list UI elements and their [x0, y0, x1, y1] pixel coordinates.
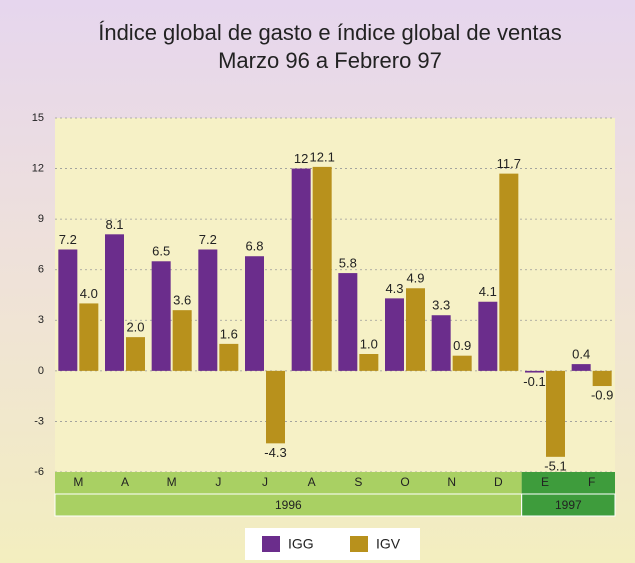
data-label: -4.3: [264, 445, 286, 460]
category-band: [521, 472, 615, 494]
x-tick-label: E: [541, 475, 549, 489]
data-label: -0.1: [523, 374, 545, 389]
data-label: 3.3: [432, 298, 450, 313]
chart-title: Índice global de gasto e índice global d…: [98, 20, 562, 45]
legend-swatch: [350, 536, 368, 552]
bar: [406, 288, 425, 371]
data-label: 4.9: [406, 271, 424, 286]
data-label: 7.2: [59, 232, 77, 247]
y-tick-label: 3: [38, 314, 44, 326]
y-tick-label: 0: [38, 365, 44, 377]
x-tick-label: J: [215, 475, 221, 489]
data-label: 0.4: [572, 347, 590, 362]
y-tick-label: -3: [34, 415, 44, 427]
year-label: 1997: [555, 498, 582, 512]
bar: [525, 370, 544, 373]
x-tick-label: N: [447, 475, 456, 489]
data-label: 12: [294, 151, 308, 166]
bar: [266, 370, 285, 444]
bar: [291, 168, 311, 371]
bar: [79, 303, 99, 371]
bar: [172, 310, 192, 371]
bar: [105, 234, 124, 371]
y-tick-label: 12: [32, 162, 44, 174]
bar: [126, 337, 145, 371]
x-tick-label: F: [588, 475, 595, 489]
y-tick-label: -6: [34, 466, 44, 478]
data-label: 6.8: [245, 239, 263, 254]
bar: [198, 249, 218, 371]
y-tick-label: 15: [32, 112, 44, 124]
data-label: 4.1: [479, 284, 497, 299]
bar: [592, 370, 612, 387]
x-tick-label: A: [308, 475, 316, 489]
bar: [385, 298, 404, 371]
data-label: 1.6: [220, 326, 238, 341]
legend-swatch: [262, 536, 280, 552]
bar: [151, 261, 171, 371]
x-tick-label: O: [400, 475, 409, 489]
data-label: -0.9: [591, 387, 613, 402]
plot-area: [55, 118, 615, 472]
data-label: 6.5: [152, 244, 170, 259]
data-label: 7.2: [199, 232, 217, 247]
bar: [219, 343, 239, 371]
bar: [546, 370, 565, 457]
data-label: 2.0: [126, 320, 144, 335]
year-label: 1996: [275, 498, 302, 512]
bar: [338, 273, 358, 371]
chart-subtitle: Marzo 96 a Febrero 97: [218, 48, 442, 73]
bar: [359, 354, 379, 371]
data-label: -5.1: [544, 458, 566, 473]
y-tick-label: 9: [38, 213, 44, 225]
y-tick-label: 6: [38, 264, 44, 276]
legend-label: IGG: [288, 536, 314, 552]
bar: [312, 166, 332, 371]
bar: [58, 249, 78, 371]
x-tick-label: A: [121, 475, 129, 489]
data-label: 11.7: [497, 156, 521, 171]
data-label: 8.1: [105, 217, 123, 232]
bar: [499, 173, 519, 371]
legend-label: IGV: [376, 536, 401, 552]
bar: [478, 301, 498, 371]
bar: [431, 315, 451, 371]
data-label: 3.6: [173, 293, 191, 308]
category-band: [55, 472, 522, 494]
data-label: 1.0: [360, 336, 378, 351]
x-tick-label: S: [354, 475, 362, 489]
x-tick-label: M: [167, 475, 177, 489]
data-label: 4.0: [80, 286, 98, 301]
year-band: [521, 493, 616, 517]
bar: [245, 256, 264, 371]
data-label: 0.9: [453, 338, 471, 353]
x-tick-label: J: [262, 475, 268, 489]
data-label: 12.1: [310, 149, 335, 164]
data-label: 5.8: [339, 256, 357, 271]
data-label: 4.3: [385, 281, 403, 296]
x-tick-label: M: [73, 475, 83, 489]
x-tick-label: D: [494, 475, 503, 489]
bar: [571, 364, 591, 371]
bar: [452, 355, 472, 371]
